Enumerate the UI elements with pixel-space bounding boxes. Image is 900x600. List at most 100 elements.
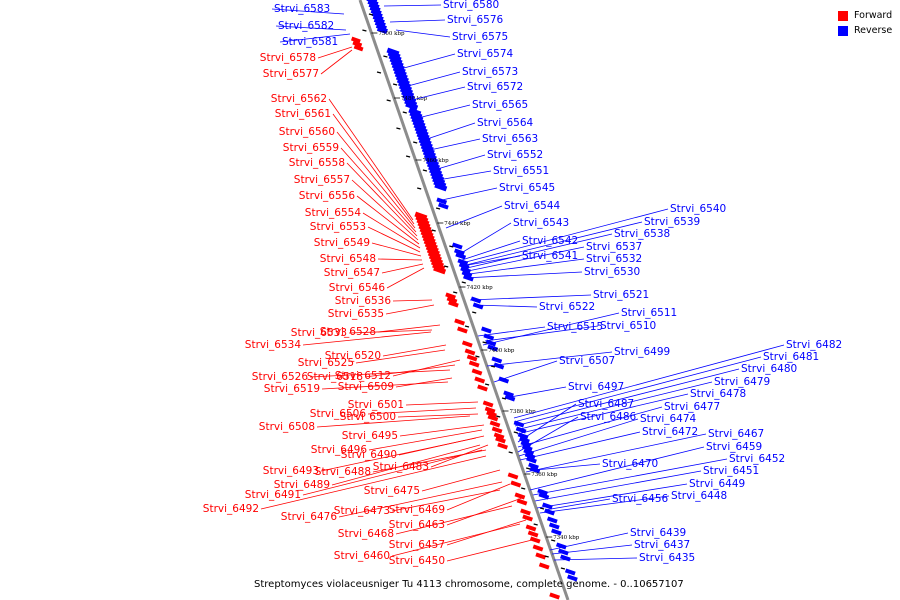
forward-gene-label[interactable]: Strvi_6557: [294, 174, 350, 186]
reverse-gene-label[interactable]: Strvi_6539: [644, 216, 700, 228]
reverse-gene-label[interactable]: Strvi_6551: [493, 165, 549, 177]
reverse-gene-label[interactable]: Strvi_6581: [282, 36, 338, 48]
reverse-gene-label[interactable]: Strvi_6515: [547, 321, 603, 333]
reverse-gene-label[interactable]: Strvi_6573: [462, 66, 518, 78]
forward-gene-label[interactable]: Strvi_6518: [307, 371, 363, 383]
reverse-gene-label[interactable]: Strvi_6497: [568, 381, 624, 393]
reverse-gene-label[interactable]: Strvi_6576: [447, 14, 504, 26]
reverse-gene-label[interactable]: Strvi_6565: [472, 99, 528, 111]
reverse-gene-label[interactable]: Strvi_6479: [714, 376, 770, 388]
forward-gene-label[interactable]: Strvi_6450: [389, 555, 445, 567]
forward-gene-label[interactable]: Strvi_6526: [252, 371, 309, 383]
reverse-gene-label[interactable]: Strvi_6545: [499, 182, 555, 194]
reverse-gene-label[interactable]: Strvi_6542: [522, 235, 578, 247]
forward-gene-label[interactable]: Strvi_6559: [283, 142, 339, 154]
forward-gene-label[interactable]: Strvi_6475: [364, 485, 420, 497]
forward-gene-label[interactable]: Strvi_6506: [310, 408, 367, 420]
reverse-gene-label[interactable]: Strvi_6499: [614, 346, 670, 358]
reverse-gene-label[interactable]: Strvi_6449: [689, 478, 745, 490]
reverse-gene-label[interactable]: Strvi_6507: [559, 355, 615, 367]
forward-gene-label[interactable]: Strvi_6553: [310, 221, 366, 233]
forward-gene-label[interactable]: Strvi_6525: [298, 357, 354, 369]
reverse-gene-label[interactable]: Strvi_6437: [634, 539, 690, 551]
forward-gene-label[interactable]: Strvi_6534: [245, 339, 302, 351]
forward-gene-label[interactable]: Strvi_6457: [389, 539, 445, 551]
reverse-gene-label[interactable]: Strvi_6544: [504, 200, 561, 212]
reverse-gene-label[interactable]: Strvi_6481: [763, 351, 819, 363]
forward-gene-label[interactable]: Strvi_6520: [325, 350, 381, 362]
forward-gene-label[interactable]: Strvi_6463: [389, 519, 445, 531]
forward-gene-label[interactable]: Strvi_6554: [305, 207, 362, 219]
reverse-gene-label[interactable]: Strvi_6448: [671, 490, 727, 502]
forward-gene-label[interactable]: Strvi_6546: [329, 282, 386, 294]
forward-gene-label[interactable]: Strvi_6491: [245, 489, 301, 501]
forward-gene-label[interactable]: Strvi_6578: [260, 52, 316, 64]
reverse-gene-label[interactable]: Strvi_6532: [586, 253, 642, 265]
reverse-gene-label[interactable]: Strvi_6575: [452, 31, 508, 43]
reverse-gene-label[interactable]: Strvi_6582: [278, 20, 334, 32]
reverse-gene-label[interactable]: Strvi_6510: [600, 320, 656, 332]
reverse-gene-label[interactable]: Strvi_6470: [602, 458, 658, 470]
forward-gene-label[interactable]: Strvi_6483: [373, 461, 429, 473]
forward-gene-label[interactable]: Strvi_6533: [291, 327, 347, 339]
reverse-gene-label[interactable]: Strvi_6541: [522, 250, 578, 262]
forward-gene-label[interactable]: Strvi_6473: [334, 505, 390, 517]
forward-gene-label[interactable]: Strvi_6519: [264, 383, 320, 395]
forward-gene-label[interactable]: Strvi_6535: [328, 308, 384, 320]
reverse-gene-label[interactable]: Strvi_6552: [487, 149, 543, 161]
reverse-gene-label[interactable]: Strvi_6452: [729, 453, 785, 465]
forward-gene-label[interactable]: Strvi_6561: [275, 108, 331, 120]
reverse-gene-label[interactable]: Strvi_6486: [580, 411, 637, 423]
forward-gene-label[interactable]: Strvi_6492: [203, 503, 259, 515]
forward-gene-label[interactable]: Strvi_6496: [311, 444, 368, 456]
reverse-gene-label[interactable]: Strvi_6564: [477, 117, 534, 129]
forward-gene-label[interactable]: Strvi_6556: [299, 190, 356, 202]
forward-gene-label[interactable]: Strvi_6490: [341, 449, 397, 461]
reverse-gene-label[interactable]: Strvi_6540: [670, 203, 726, 215]
reverse-gene-label[interactable]: Strvi_6472: [642, 426, 698, 438]
reverse-gene-label[interactable]: Strvi_6530: [584, 266, 640, 278]
reverse-gene-label[interactable]: Strvi_6478: [690, 388, 746, 400]
forward-gene-label[interactable]: Strvi_6460: [334, 550, 390, 562]
forward-gene-label[interactable]: Strvi_6495: [342, 430, 398, 442]
reverse-gene-label[interactable]: Strvi_6574: [457, 48, 514, 60]
reverse-gene-label[interactable]: Strvi_6474: [640, 413, 697, 425]
reverse-gene-label[interactable]: Strvi_6459: [706, 441, 762, 453]
reverse-gene-label[interactable]: Strvi_6543: [513, 217, 569, 229]
reverse-gene-label[interactable]: Strvi_6511: [621, 307, 677, 319]
reverse-gene-label[interactable]: Strvi_6439: [630, 527, 686, 539]
reverse-gene-label[interactable]: Strvi_6482: [786, 339, 842, 351]
reverse-gene-label[interactable]: Strvi_6538: [614, 228, 670, 240]
forward-gene-label[interactable]: Strvi_6500: [340, 411, 396, 423]
forward-gene-label[interactable]: Strvi_6509: [338, 381, 394, 393]
forward-gene-label[interactable]: Strvi_6536: [335, 295, 392, 307]
forward-gene-label[interactable]: Strvi_6501: [348, 399, 404, 411]
reverse-gene-label[interactable]: Strvi_6487: [578, 398, 634, 410]
reverse-gene-label[interactable]: Strvi_6572: [467, 81, 523, 93]
reverse-gene-label[interactable]: Strvi_6435: [639, 552, 695, 564]
reverse-gene-label[interactable]: Strvi_6477: [664, 401, 720, 413]
forward-gene-label[interactable]: Strvi_6548: [320, 253, 376, 265]
forward-gene-label[interactable]: Strvi_6476: [281, 511, 338, 523]
forward-gene-label[interactable]: Strvi_6558: [289, 157, 345, 169]
reverse-gene-label[interactable]: Strvi_6583: [274, 3, 330, 15]
forward-gene-label[interactable]: Strvi_6488: [315, 466, 371, 478]
forward-gene-label[interactable]: Strvi_6489: [274, 479, 330, 491]
reverse-gene-label[interactable]: Strvi_6456: [612, 493, 669, 505]
forward-gene-label[interactable]: Strvi_6469: [389, 504, 445, 516]
reverse-gene-label[interactable]: Strvi_6451: [703, 465, 759, 477]
reverse-gene-label[interactable]: Strvi_6522: [539, 301, 595, 313]
forward-gene-label[interactable]: Strvi_6468: [338, 528, 394, 540]
reverse-gene-label[interactable]: Strvi_6480: [741, 363, 797, 375]
forward-gene-label[interactable]: Strvi_6528: [320, 326, 376, 338]
forward-gene-label[interactable]: Strvi_6512: [335, 370, 391, 382]
forward-gene-label[interactable]: Strvi_6493: [263, 465, 319, 477]
reverse-gene-label[interactable]: Strvi_6467: [708, 428, 764, 440]
forward-gene-label[interactable]: Strvi_6562: [271, 93, 327, 105]
forward-gene-label[interactable]: Strvi_6508: [259, 421, 315, 433]
reverse-gene-label[interactable]: Strvi_6580: [443, 0, 499, 11]
forward-gene-label[interactable]: Strvi_6577: [263, 68, 319, 80]
reverse-gene-label[interactable]: Strvi_6537: [586, 241, 642, 253]
reverse-gene-label[interactable]: Strvi_6521: [593, 289, 649, 301]
forward-gene-label[interactable]: Strvi_6549: [314, 237, 370, 249]
